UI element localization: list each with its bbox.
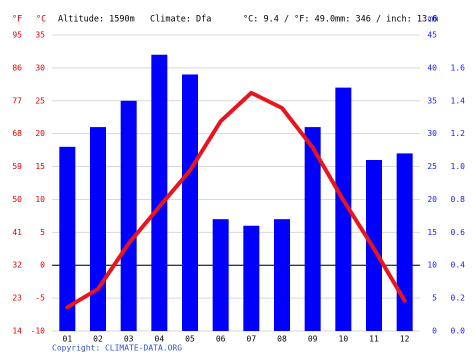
tick-label: 10 [35, 195, 45, 204]
bar [304, 127, 321, 331]
tick-label: 5 [40, 228, 45, 237]
bar [396, 153, 413, 331]
x-tick-label: 01 [63, 335, 73, 344]
c-unit: °C [36, 15, 46, 25]
tick-label: 30 [35, 63, 45, 72]
tick-label: 0.4 [451, 261, 466, 270]
bar [274, 219, 290, 331]
tick-label: 95 [12, 31, 22, 40]
f-unit: °F [12, 15, 22, 25]
bar [335, 87, 352, 331]
tick-label: 86 [12, 63, 22, 72]
x-tick-label: 12 [400, 335, 410, 344]
x-tick-label: 11 [369, 335, 379, 344]
mm-unit: mm [428, 15, 438, 25]
temperature-line [65, 90, 407, 310]
tick-label: 25 [427, 162, 437, 171]
tick-label: 0.6 [451, 228, 466, 237]
tick-label: 14 [12, 327, 22, 336]
x-tick-label: 02 [93, 335, 103, 344]
climate: Climate: Dfa [150, 15, 211, 25]
tick-label: 20 [35, 129, 45, 138]
bar [90, 127, 106, 331]
bar [243, 225, 260, 331]
tick-label: -10 [31, 327, 46, 336]
bar [59, 146, 76, 331]
tick-label: 0.8 [451, 195, 466, 204]
bar [212, 219, 229, 331]
tick-label: 59 [12, 162, 22, 171]
tick-label: 5 [432, 294, 437, 303]
tick-label: 41 [12, 228, 22, 237]
x-tick-label: 10 [339, 335, 349, 344]
tick-label: 1.2 [451, 129, 466, 138]
altitude: Altitude: 1590m [58, 15, 135, 25]
tick-label: 35 [427, 96, 437, 105]
tick-label: 77 [12, 96, 22, 105]
tick-label: 35 [35, 31, 45, 40]
x-tick-label: 06 [216, 335, 226, 344]
tick-label: 68 [12, 129, 22, 138]
x-tick-label: 03 [124, 335, 134, 344]
tick-label: 0.0 [451, 327, 466, 336]
temperature-summary: °C: 9.4 / °F: 49.0 [243, 15, 335, 25]
x-tick-label: 04 [155, 335, 165, 344]
tick-label: 1.6 [451, 63, 466, 72]
precipitation-summary: mm: 346 / inch: 13.6 [335, 15, 437, 25]
tick-label: 15 [427, 228, 437, 237]
tick-label: 10 [427, 261, 437, 270]
x-tick-label: 09 [308, 335, 318, 344]
tick-label: 40 [427, 63, 437, 72]
tick-label: 15 [35, 162, 45, 171]
x-tick-label: 08 [277, 335, 287, 344]
bar [120, 100, 137, 332]
tick-label: 32 [12, 261, 22, 270]
bar [151, 54, 168, 331]
tick-label: 45 [427, 31, 437, 40]
copyright: Copyright: CLIMATE-DATA.ORG [52, 344, 182, 353]
tick-label: 1.0 [451, 162, 466, 171]
tick-label: 1.4 [451, 96, 466, 105]
tick-label: 20 [427, 195, 437, 204]
bar [182, 74, 198, 331]
tick-label: 50 [12, 195, 22, 204]
tick-label: -5 [35, 294, 45, 303]
x-tick-label: 05 [185, 335, 195, 344]
tick-label: 0.2 [451, 294, 466, 303]
tick-label: 0 [40, 261, 45, 270]
tick-label: 0 [432, 327, 437, 336]
x-tick-label: 07 [247, 335, 257, 344]
tick-label: 23 [12, 294, 22, 303]
tick-label: 30 [427, 129, 437, 138]
tick-label: 25 [35, 96, 45, 105]
